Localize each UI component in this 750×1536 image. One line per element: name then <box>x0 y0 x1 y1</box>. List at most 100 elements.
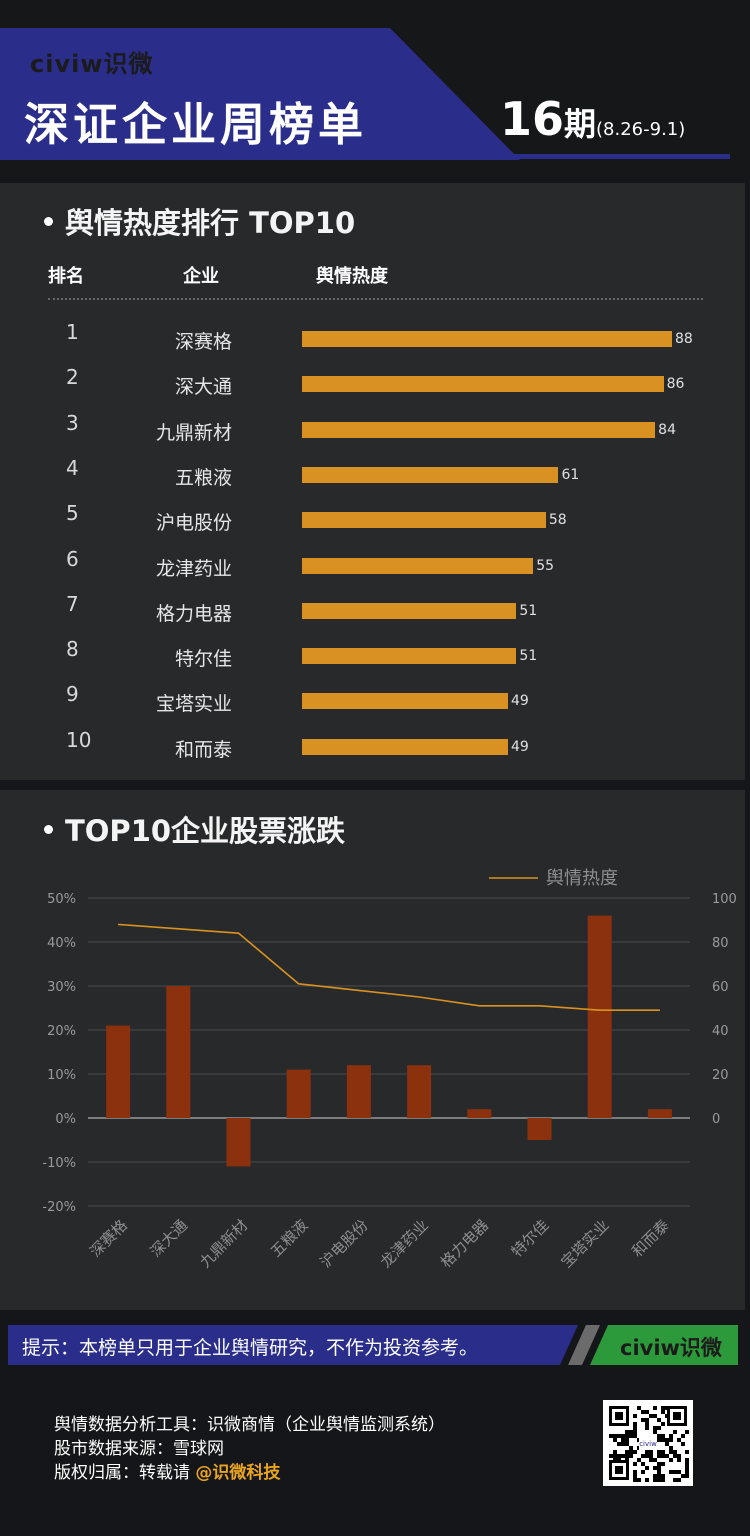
issue-date-range: (8.26-9.1) <box>596 119 686 140</box>
x-category-label: 五粮液 <box>267 1216 312 1261</box>
copyright-prefix: 版权归属：转载请 <box>54 1463 196 1483</box>
heat-bar <box>302 693 509 710</box>
legend-label: 舆情热度 <box>546 868 618 889</box>
y-left-tick-label: -10% <box>42 1156 76 1171</box>
x-category-label: 宝塔实业 <box>557 1216 612 1271</box>
svg-text:civiw: civiw <box>639 1440 657 1448</box>
issue-label: 16期(8.26-9.1) <box>500 92 685 146</box>
heat-bar <box>302 512 546 529</box>
y-left-tick-label: 30% <box>47 980 76 995</box>
column-header-rank: 排名 <box>48 266 84 287</box>
heat-value: 61 <box>561 466 580 483</box>
company-name: 特尔佳 <box>174 648 232 671</box>
copyright-handle[interactable]: @识微科技 <box>195 1463 281 1483</box>
rank-number: 10 <box>66 727 92 752</box>
heat-bar <box>302 602 517 619</box>
bullet-dot <box>44 824 53 834</box>
ranking-section-title: 舆情热度排行 TOP10 <box>44 200 355 242</box>
company-name: 宝塔实业 <box>155 693 232 716</box>
heat-bar <box>302 331 672 347</box>
company-name: 沪电股份 <box>155 512 232 535</box>
rank-number: 7 <box>66 591 79 616</box>
y-right-tick-label: 60 <box>712 980 729 995</box>
stock-change-bar <box>587 915 612 1118</box>
heat-value: 86 <box>666 376 685 393</box>
x-category-label: 龙津药业 <box>377 1216 432 1271</box>
company-name: 九鼎新材 <box>155 421 232 444</box>
stock-change-bar <box>467 1109 492 1118</box>
ranking-title-text: 舆情热度排行 TOP10 <box>65 206 356 240</box>
heat-value: 51 <box>519 648 538 665</box>
x-category-label: 格力电器 <box>437 1216 492 1271</box>
rank-number: 8 <box>66 637 79 662</box>
heat-bar <box>302 466 559 483</box>
rank-number: 6 <box>66 546 79 571</box>
rank-number: 3 <box>66 410 79 435</box>
company-name: 深赛格 <box>174 331 232 353</box>
y-left-tick-label: 40% <box>47 936 76 951</box>
y-right-tick-label: 0 <box>712 1112 720 1127</box>
heat-bar <box>302 648 517 665</box>
y-left-tick-label: 50% <box>47 892 76 907</box>
tip-banner <box>8 1325 738 1365</box>
y-left-tick-label: 0% <box>55 1112 76 1127</box>
company-name: 五粮液 <box>174 466 232 489</box>
brand-logo: civiw识微 <box>30 50 154 78</box>
company-name: 深大通 <box>174 376 232 399</box>
y-left-tick-label: 10% <box>47 1068 76 1083</box>
column-header-company: 企业 <box>183 266 219 287</box>
heat-bar <box>302 421 656 438</box>
issue-unit: 期 <box>564 105 597 143</box>
y-right-tick-label: 80 <box>712 936 729 951</box>
page-title: 深证企业周榜单 <box>24 98 368 151</box>
heat-value: 49 <box>511 738 529 755</box>
footer-copyright: 版权归属：转载请 @识微科技 <box>54 1458 280 1483</box>
issue-number: 16 <box>500 92 565 146</box>
y-left-tick-label: -20% <box>42 1200 76 1215</box>
x-category-label: 和而泰 <box>628 1216 673 1261</box>
x-category-label: 深赛格 <box>86 1216 131 1261</box>
stock-change-bar <box>346 1065 371 1118</box>
header-banner <box>0 28 520 160</box>
company-name: 格力电器 <box>155 602 232 625</box>
qr-code-icon: civiw <box>603 1400 693 1486</box>
stock-change-bar <box>527 1118 552 1140</box>
company-name: 龙津药业 <box>155 557 232 580</box>
stock-change-bar <box>407 1065 432 1118</box>
y-right-tick-label: 40 <box>712 1024 729 1039</box>
bullet-dot <box>44 216 53 226</box>
x-category-label: 深大通 <box>147 1216 192 1261</box>
rank-number: 1 <box>66 320 79 344</box>
heat-value: 49 <box>511 693 529 710</box>
heat-value: 84 <box>658 421 676 438</box>
tip-logo: civiw识微 <box>620 1336 722 1360</box>
rank-number: 9 <box>66 682 79 707</box>
x-category-label: 九鼎新材 <box>196 1216 251 1271</box>
header-divider <box>48 298 703 300</box>
rank-number: 4 <box>66 455 79 480</box>
stock-change-bar <box>166 986 191 1118</box>
heat-bar <box>302 376 664 393</box>
column-header-heat: 舆情热度 <box>316 266 388 287</box>
heat-value: 58 <box>548 512 567 529</box>
stock-change-bar <box>226 1118 251 1167</box>
footer-source: 股市数据来源：雪球网 <box>54 1439 224 1459</box>
rank-number: 2 <box>66 365 79 390</box>
x-category-label: 沪电股份 <box>317 1216 372 1271</box>
stock-section-title: TOP10企业股票涨跌 <box>44 808 345 850</box>
y-right-tick-label: 100 <box>712 892 737 907</box>
x-category-label: 特尔佳 <box>508 1216 553 1261</box>
header: civiw识微 深证企业周榜单 16期(8.26-9.1) <box>0 0 750 175</box>
heat-value: 51 <box>519 602 538 619</box>
stock-change-bar <box>286 1069 311 1118</box>
stock-chart: 50% 40% 30% 20% 10% 0% -10% -20% 100 80 60 40 20 0 舆情热… <box>42 868 737 1271</box>
heat-bar <box>302 557 534 574</box>
stock-title-text: TOP10企业股票涨跌 <box>65 814 346 848</box>
header-underline <box>500 154 730 159</box>
heat-bar <box>302 738 509 755</box>
heat-line <box>118 923 660 1011</box>
y-left-tick-label: 20% <box>47 1024 76 1039</box>
rank-number: 5 <box>66 501 79 526</box>
tip-text: 提示：本榜单只用于企业舆情研究，不作为投资参考。 <box>22 1337 479 1359</box>
footer-tool: 舆情数据分析工具：识微商情（企业舆情监测系统） <box>54 1415 445 1435</box>
